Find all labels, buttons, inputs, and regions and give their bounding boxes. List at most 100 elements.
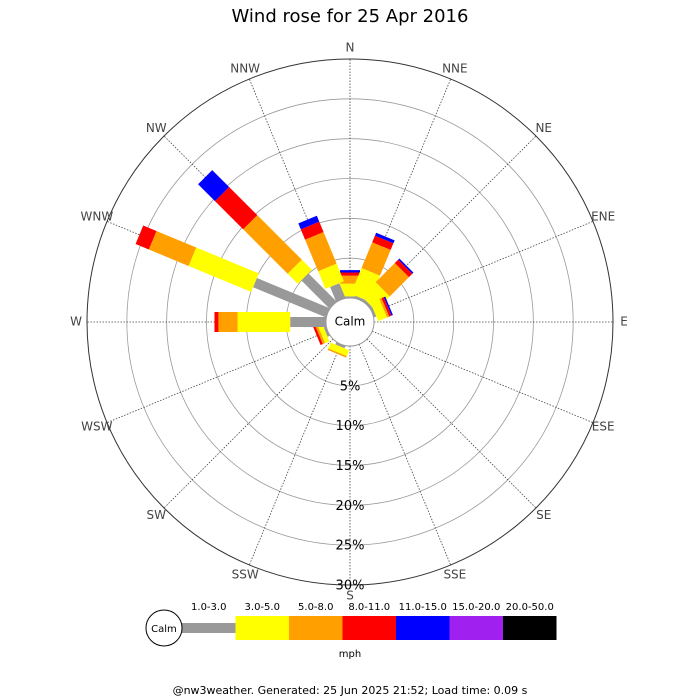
bar-segment bbox=[327, 348, 347, 358]
bar-segment bbox=[287, 259, 312, 284]
legend-label: 20.0-50.0 bbox=[506, 602, 554, 613]
direction-label: SSW bbox=[232, 568, 259, 582]
ring-label: 5% bbox=[340, 379, 361, 394]
bar-segment bbox=[335, 342, 346, 349]
bar-segment bbox=[188, 247, 259, 292]
ring bbox=[86, 58, 614, 586]
spoke bbox=[372, 330, 594, 424]
legend-label: 15.0-20.0 bbox=[452, 602, 500, 613]
bar-segment bbox=[214, 312, 219, 332]
unit-label: mph bbox=[339, 649, 361, 660]
legend-swatch bbox=[396, 616, 450, 640]
bar-segment bbox=[312, 325, 323, 345]
direction-bar bbox=[135, 225, 330, 318]
direction-label: W bbox=[70, 315, 82, 329]
bar-segment bbox=[381, 297, 392, 317]
legend-swatch bbox=[449, 616, 503, 640]
chart-title: Wind rose for 25 Apr 2016 bbox=[232, 6, 469, 27]
bar-segment bbox=[237, 312, 291, 332]
bar-segment bbox=[301, 273, 337, 309]
direction-bar bbox=[327, 342, 350, 358]
bar-segment bbox=[398, 258, 414, 274]
direction-label: NNW bbox=[230, 61, 260, 75]
direction-label: NW bbox=[146, 121, 167, 135]
bar-segment bbox=[375, 263, 409, 297]
direction-label: SSE bbox=[443, 568, 466, 582]
bar-segment bbox=[318, 263, 344, 289]
bar-segment bbox=[315, 324, 326, 345]
ring-label: 15% bbox=[336, 459, 365, 474]
direction-label: N bbox=[346, 41, 355, 55]
legend-label: 1.0-3.0 bbox=[191, 602, 226, 613]
legend-calm-label: Calm bbox=[151, 624, 177, 635]
spoke bbox=[248, 344, 342, 566]
bar-segment bbox=[361, 242, 391, 276]
bar-segment bbox=[354, 295, 365, 302]
direction-bar bbox=[198, 170, 337, 309]
bar-segment bbox=[374, 232, 395, 244]
bar-segment bbox=[372, 235, 394, 250]
bar-segment bbox=[340, 275, 360, 284]
ring-label: 30% bbox=[336, 579, 365, 594]
direction-label: SE bbox=[536, 508, 551, 522]
bar-segment bbox=[379, 298, 390, 318]
spoke bbox=[372, 220, 594, 314]
bar-segment bbox=[340, 270, 360, 273]
direction-label: NE bbox=[535, 121, 552, 135]
direction-label: S bbox=[346, 589, 354, 603]
legend-calm-circle bbox=[145, 609, 183, 647]
bar-segment bbox=[323, 326, 330, 337]
bar-segment bbox=[300, 221, 324, 240]
calm-circle bbox=[325, 297, 375, 347]
bar-segment bbox=[340, 272, 360, 276]
bar-segment bbox=[370, 307, 377, 318]
calm-label: Calm bbox=[335, 315, 366, 329]
direction-label: SW bbox=[147, 508, 167, 522]
ring bbox=[206, 178, 494, 466]
bar-segment bbox=[305, 231, 337, 272]
bar-segment bbox=[214, 186, 258, 230]
legend-swatch bbox=[342, 616, 396, 640]
bar-segment bbox=[383, 296, 393, 316]
direction-bar bbox=[370, 296, 393, 322]
ring-label: 20% bbox=[336, 499, 365, 514]
direction-label: NNE bbox=[442, 61, 468, 75]
bar-segment bbox=[317, 322, 330, 344]
bar-segment bbox=[370, 299, 388, 322]
legend-swatch bbox=[503, 616, 557, 640]
bar-segment bbox=[135, 225, 157, 250]
legend-label: 11.0-15.0 bbox=[399, 602, 447, 613]
legend-swatch bbox=[235, 616, 289, 640]
legend-label: 8.0-11.0 bbox=[348, 602, 390, 613]
spoke bbox=[358, 344, 452, 566]
direction-bar bbox=[312, 322, 330, 345]
bar-segment bbox=[148, 231, 197, 266]
bar-segment bbox=[330, 283, 346, 302]
legend-label: 3.0-5.0 bbox=[245, 602, 280, 613]
footer: @nw3weather. Generated: 25 Jun 2025 21:5… bbox=[173, 684, 528, 697]
direction-label: E bbox=[620, 315, 628, 329]
spoke bbox=[106, 330, 328, 424]
bar-segment bbox=[363, 299, 373, 309]
direction-label: WSW bbox=[81, 419, 112, 433]
ring-label: 10% bbox=[336, 419, 365, 434]
direction-label: ESE bbox=[592, 419, 615, 433]
bar-segment bbox=[328, 342, 350, 357]
direction-label: WNW bbox=[80, 210, 113, 224]
direction-label: ENE bbox=[591, 210, 615, 224]
legend-label: 5.0-8.0 bbox=[298, 602, 333, 613]
spoke bbox=[163, 338, 334, 509]
legend-swatch bbox=[182, 623, 236, 633]
bar-segment bbox=[394, 259, 413, 278]
direction-bar bbox=[298, 215, 346, 302]
direction-bar bbox=[214, 312, 326, 332]
spoke bbox=[366, 338, 537, 509]
bar-segment bbox=[290, 317, 326, 327]
bar-segment bbox=[345, 296, 355, 298]
bar-segment bbox=[298, 215, 320, 230]
bar-segment bbox=[218, 312, 238, 332]
ring-label: 25% bbox=[336, 539, 365, 554]
bar-segment bbox=[198, 170, 230, 202]
bar-segment bbox=[253, 278, 330, 318]
